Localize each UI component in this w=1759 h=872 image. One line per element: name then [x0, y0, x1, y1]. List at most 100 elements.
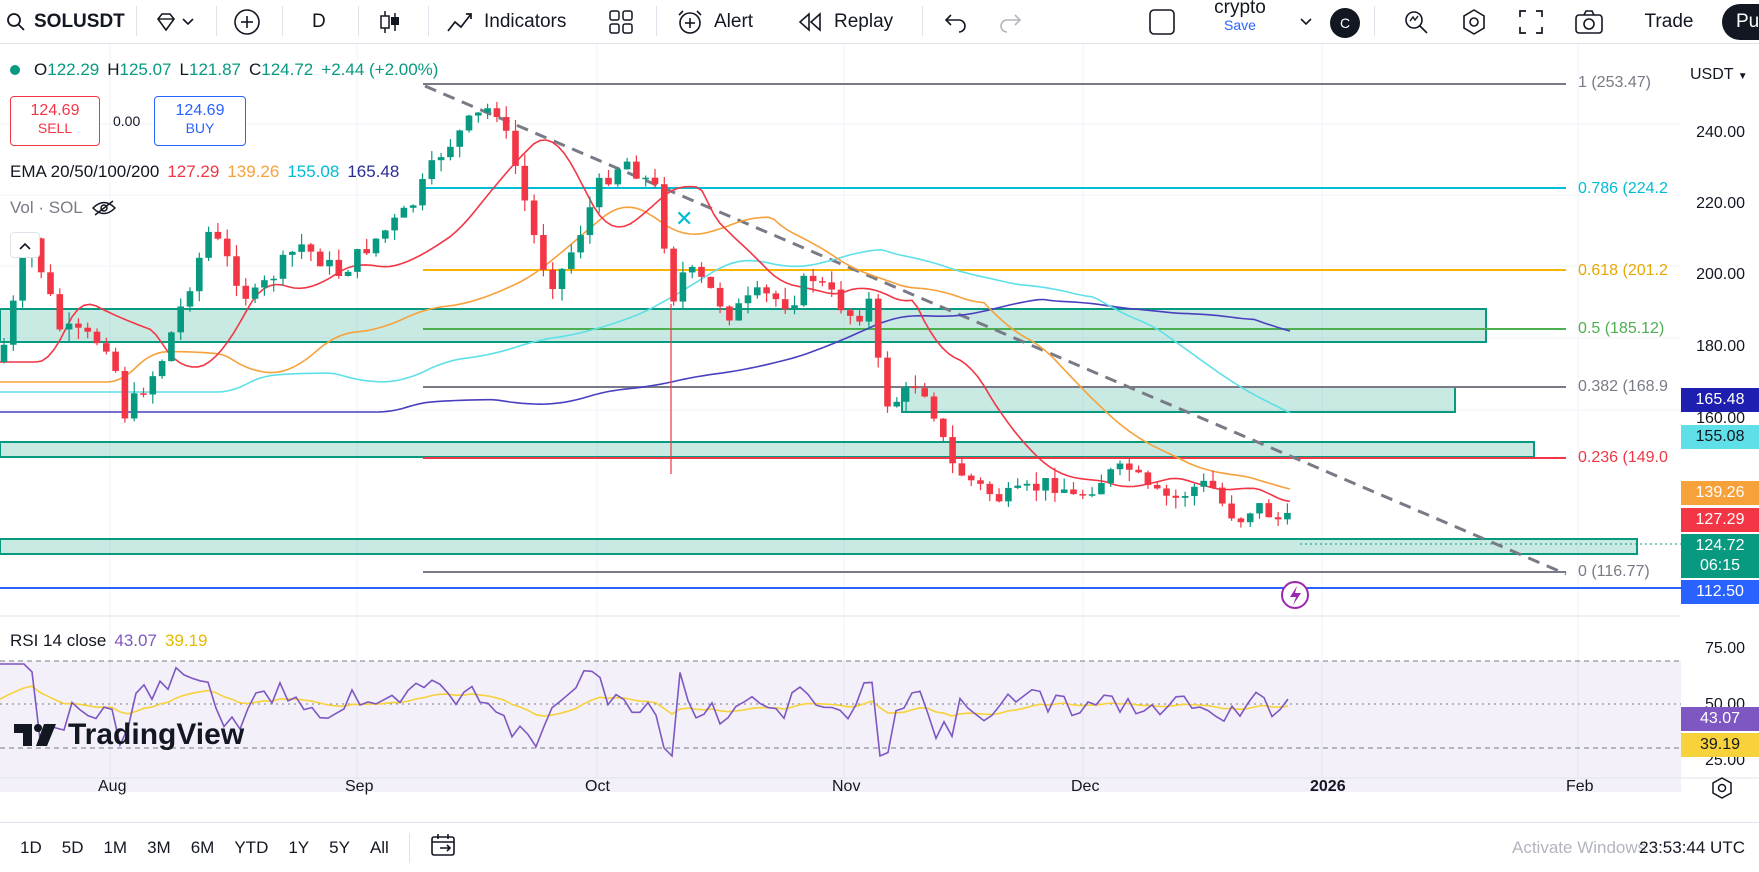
range-1m[interactable]: 1M: [103, 837, 128, 857]
candle-body: [37, 238, 45, 273]
layout-square-button[interactable]: [1148, 0, 1176, 44]
candle-body: [819, 281, 826, 283]
range-3m[interactable]: 3M: [147, 837, 171, 857]
quick-search-button[interactable]: [1402, 0, 1430, 44]
supply-zone-185[interactable]: [0, 308, 1487, 343]
redo-button[interactable]: [998, 0, 1024, 44]
undo-icon: [942, 11, 968, 33]
candle-body: [586, 207, 594, 236]
buy-button[interactable]: 124.69 BUY: [154, 96, 246, 146]
candle-body: [744, 295, 752, 304]
alert-button[interactable]: Alert: [676, 0, 753, 44]
candle-body: [400, 207, 408, 218]
candle-body: [1126, 463, 1133, 470]
range-5y[interactable]: 5Y: [329, 837, 350, 857]
close-label: C: [248, 60, 262, 79]
collapse-legend-button[interactable]: [10, 232, 40, 258]
range-5d[interactable]: 5D: [61, 837, 84, 857]
currency-selector[interactable]: USDT ▼: [1690, 66, 1748, 83]
range-1d[interactable]: 1D: [20, 837, 42, 857]
candle-body: [1256, 503, 1263, 514]
candle-body: [930, 396, 938, 419]
diamond-dropdown[interactable]: [154, 0, 194, 44]
layout-name-button[interactable]: crypto Save: [1200, 0, 1280, 33]
candle-body: [344, 271, 352, 276]
layouts-button[interactable]: [608, 0, 634, 44]
demand-zone-125[interactable]: [0, 538, 1638, 555]
candle-body: [1079, 494, 1087, 496]
event-lightning-icon[interactable]: [1281, 581, 1309, 609]
undo-button[interactable]: [942, 0, 968, 44]
tradingview-logo: TradingView: [14, 718, 244, 752]
price-chart[interactable]: ✕: [0, 44, 1759, 872]
range-6m[interactable]: 6M: [190, 837, 215, 857]
candle-body: [735, 303, 742, 321]
replay-button[interactable]: Replay: [796, 0, 893, 44]
candle-body: [1014, 485, 1021, 488]
fib-label: 0.5 (185.12): [1578, 320, 1665, 337]
sell-label: SELL: [37, 120, 73, 136]
compare-add-button[interactable]: [233, 0, 261, 44]
candle-body: [168, 332, 175, 362]
ema-legend[interactable]: EMA 20/50/100/200 127.29 139.26 155.08 1…: [10, 162, 399, 182]
range-all[interactable]: All: [369, 837, 389, 857]
interval-button[interactable]: D: [312, 0, 326, 44]
alarm-clock-icon: [676, 8, 704, 36]
layout-menu-button[interactable]: [1300, 0, 1312, 44]
range-ytd[interactable]: YTD: [234, 837, 269, 857]
plus-circle-icon: [233, 8, 261, 36]
utc-clock[interactable]: 23:53:44 UTC: [1639, 838, 1745, 857]
open-label: O: [34, 60, 48, 79]
search-icon: [6, 12, 26, 32]
candle-body: [484, 108, 491, 113]
candle-body: [558, 268, 566, 289]
candle-body: [158, 361, 166, 377]
time-tick: Nov: [832, 778, 861, 795]
indicators-button[interactable]: Indicators: [446, 0, 566, 44]
trade-button[interactable]: Trade: [1644, 11, 1694, 32]
candle-body: [595, 177, 603, 208]
market-open-dot-icon: [10, 65, 20, 75]
downtrend-line[interactable]: [424, 84, 1567, 576]
goto-date-button[interactable]: [430, 832, 458, 863]
candle-body: [1181, 496, 1189, 498]
last-price-label: 124.72 06:15: [1681, 534, 1759, 578]
candle-body: [856, 315, 863, 322]
candle-body: [772, 293, 780, 300]
publish-button[interactable]: Pu: [1722, 4, 1759, 40]
candle-body: [754, 287, 761, 296]
fullscreen-button[interactable]: [1518, 0, 1544, 44]
candle-body: [1284, 512, 1291, 520]
range-1y[interactable]: 1Y: [288, 837, 310, 857]
chart-type-button[interactable]: [378, 0, 402, 44]
supply-zone-150[interactable]: [0, 441, 1535, 458]
ema200-line: [0, 298, 1291, 413]
supply-zone-165[interactable]: [901, 386, 1456, 413]
ema200-value: 165.48: [347, 162, 400, 181]
candle-body: [1098, 483, 1105, 495]
avatar[interactable]: C: [1330, 8, 1360, 38]
symbol-search-button[interactable]: SOLUSDT: [6, 0, 125, 44]
rsi-tick: 75.00: [1704, 640, 1745, 657]
candle-body: [902, 386, 910, 402]
candle-body: [456, 130, 463, 147]
candle-body: [1116, 463, 1124, 470]
candle-body: [837, 289, 845, 311]
settings-button[interactable]: [1460, 0, 1488, 44]
candle-body: [270, 278, 277, 281]
candle-body: [140, 393, 147, 395]
rewind-icon: [796, 11, 824, 33]
sell-button[interactable]: 124.69 SELL: [10, 96, 100, 146]
chevron-down-icon: [182, 17, 194, 26]
candle-body: [1088, 494, 1096, 496]
eye-hidden-icon[interactable]: [91, 199, 117, 217]
snapshot-button[interactable]: [1574, 0, 1604, 44]
volume-legend[interactable]: Vol · SOL: [10, 198, 117, 218]
gear-icon: [1710, 777, 1734, 804]
rsi-legend[interactable]: RSI 14 close 43.07 39.19: [10, 631, 207, 651]
axis-settings-button[interactable]: [1710, 776, 1734, 805]
candle-body: [149, 376, 157, 395]
price-tick: 200.00: [1696, 266, 1745, 283]
candle-body: [958, 463, 966, 476]
candle-body: [1051, 478, 1059, 493]
